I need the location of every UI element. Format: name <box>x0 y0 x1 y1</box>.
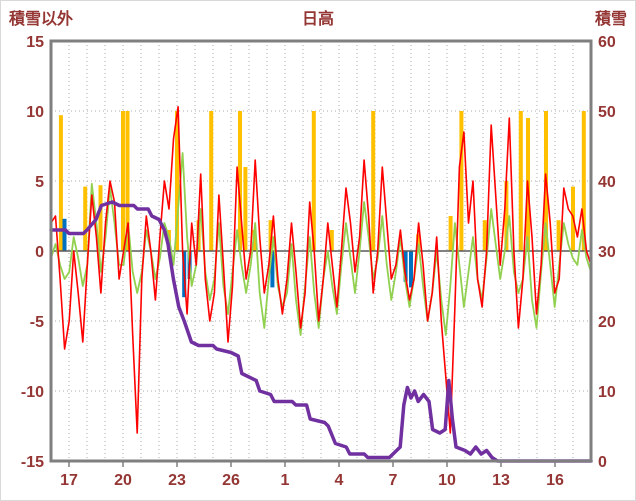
x-axis-ticks <box>68 462 556 467</box>
x-axis-tick-label: 23 <box>168 472 186 489</box>
right-axis-tick-label: 10 <box>598 384 616 401</box>
x-axis-tick-label: 7 <box>389 472 398 489</box>
right-axis-tick-label: 60 <box>598 34 616 51</box>
left-axis-tick-label: 10 <box>26 104 44 121</box>
right-axis-tick-labels: 60 50 40 30 20 10 0 <box>598 34 616 471</box>
plot-frame <box>49 39 593 463</box>
x-axis-tick-label: 17 <box>60 472 78 489</box>
left-axis-tick-label: -15 <box>21 454 44 471</box>
x-axis-tick-labels: 17 20 23 26 1 4 7 10 13 16 <box>60 472 564 489</box>
left-axis-tick-label: -10 <box>21 384 44 401</box>
left-axis-tick-labels: 15 10 5 0 -5 -10 -15 <box>21 34 44 471</box>
right-axis-tick-label: 30 <box>598 244 616 261</box>
x-axis-tick-label: 20 <box>114 472 132 489</box>
x-axis-tick-label: 13 <box>492 472 510 489</box>
x-axis-tick-label: 16 <box>546 472 564 489</box>
x-axis-tick-label: 26 <box>222 472 240 489</box>
x-axis-tick-label: 10 <box>438 472 456 489</box>
red-line <box>50 106 592 434</box>
chart-title: 日高 <box>301 11 334 28</box>
right-axis-title: 積雪 <box>594 11 627 28</box>
left-axis-title: 積雪以外 <box>9 11 74 28</box>
x-axis-tick-label: 1 <box>281 472 290 489</box>
right-axis-tick-label: 20 <box>598 314 616 331</box>
left-axis-tick-label: 5 <box>35 174 44 191</box>
left-axis-tick-label: -5 <box>30 314 44 331</box>
right-axis-tick-label: 40 <box>598 174 616 191</box>
right-axis-tick-label: 0 <box>598 454 607 471</box>
left-axis-tick-label: 0 <box>35 244 44 261</box>
right-axis-tick-label: 50 <box>598 104 616 121</box>
left-axis-tick-label: 15 <box>26 34 44 51</box>
purple-line <box>49 200 593 463</box>
x-axis-tick-label: 4 <box>335 472 344 489</box>
